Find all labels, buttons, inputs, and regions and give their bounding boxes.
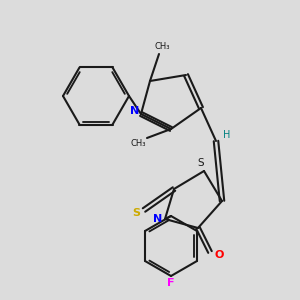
Text: F: F xyxy=(167,278,175,289)
Text: O: O xyxy=(214,250,224,260)
Text: S: S xyxy=(198,158,204,169)
Text: N: N xyxy=(153,214,162,224)
Text: H: H xyxy=(223,130,230,140)
Text: S: S xyxy=(133,208,140,218)
Text: CH₃: CH₃ xyxy=(154,42,170,51)
Text: N: N xyxy=(130,106,140,116)
Text: CH₃: CH₃ xyxy=(130,140,146,148)
